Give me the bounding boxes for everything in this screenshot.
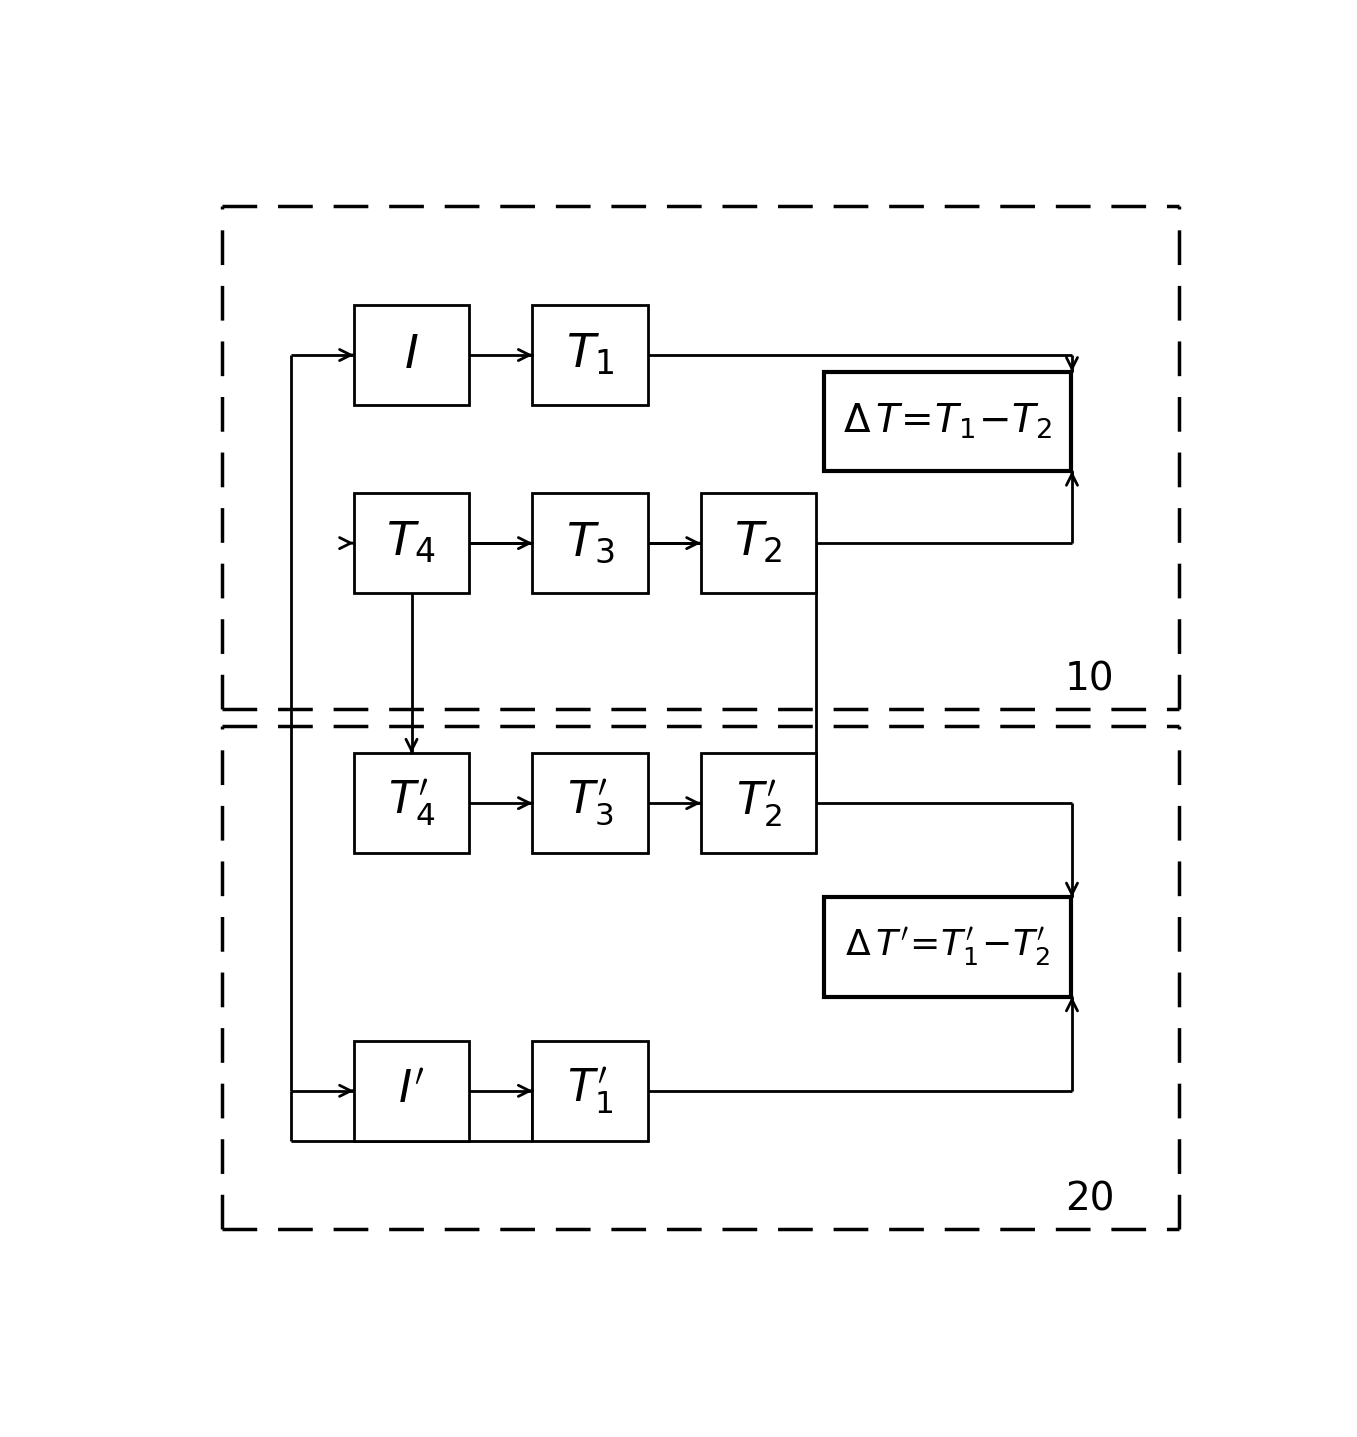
FancyBboxPatch shape [824,897,1072,997]
Text: $\Delta\,T'\!=\!T_1'\!-\!T_2'$: $\Delta\,T'\!=\!T_1'\!-\!T_2'$ [845,925,1050,969]
FancyBboxPatch shape [824,372,1072,471]
FancyBboxPatch shape [354,1040,470,1141]
FancyBboxPatch shape [354,493,470,593]
Text: $T_4$: $T_4$ [387,520,437,566]
Text: $T_1'$: $T_1'$ [567,1066,613,1117]
Text: $T_4'$: $T_4'$ [388,777,436,828]
FancyBboxPatch shape [532,493,649,593]
Text: $I$: $I$ [404,332,419,378]
FancyBboxPatch shape [700,493,817,593]
Text: $T_1$: $T_1$ [566,332,615,378]
Text: $T_3'$: $T_3'$ [567,777,613,828]
FancyBboxPatch shape [532,305,649,405]
Text: 20: 20 [1065,1180,1114,1219]
FancyBboxPatch shape [354,753,470,854]
FancyBboxPatch shape [532,1040,649,1141]
FancyBboxPatch shape [700,753,817,854]
Text: $T_2'$: $T_2'$ [735,777,782,829]
Text: $\Delta\,T\!=\!T_1\!-\!T_2$: $\Delta\,T\!=\!T_1\!-\!T_2$ [843,402,1053,441]
Text: $T_3$: $T_3$ [566,520,615,566]
Text: $I'$: $I'$ [398,1069,425,1112]
Text: 10: 10 [1065,660,1114,698]
FancyBboxPatch shape [532,753,649,854]
Text: $T_2$: $T_2$ [734,520,783,566]
FancyBboxPatch shape [354,305,470,405]
